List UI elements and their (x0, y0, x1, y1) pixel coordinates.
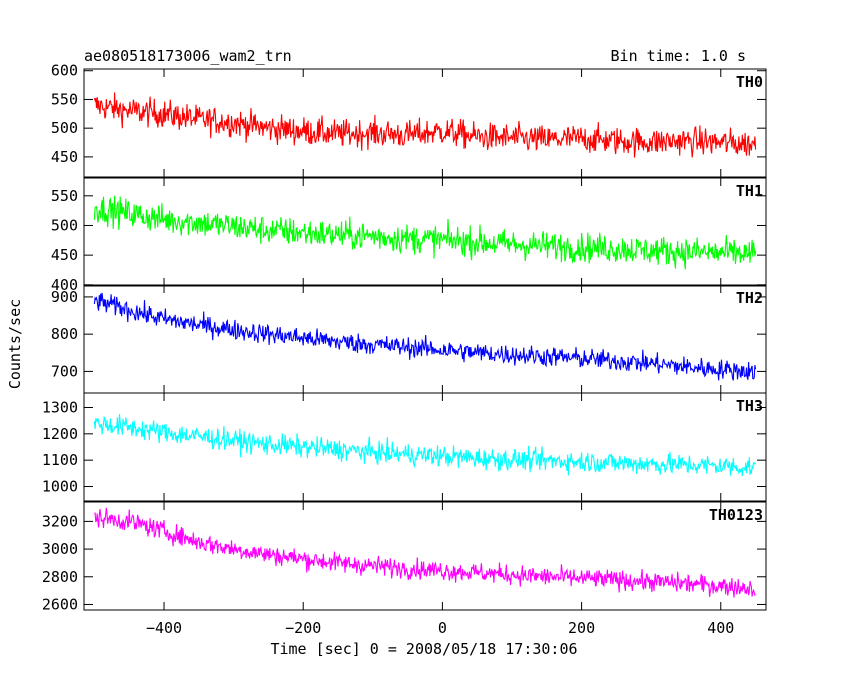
panel-th2: 700 800 900 TH2 (51, 284, 767, 394)
y-tick-label: 550 (51, 187, 78, 205)
panel-th0123: 2600 2800 3000 3200 TH0123 (42, 501, 767, 613)
bin-time-label: Bin time: 1.0 s (611, 47, 746, 65)
series-line-th0123 (93, 507, 756, 598)
panel-label: TH0 (736, 73, 763, 91)
y-axis-label: Counts/sec (6, 299, 24, 389)
x-tick-label: −200 (285, 619, 321, 637)
panel-label: TH2 (736, 289, 763, 307)
y-tick-label: 3200 (42, 512, 78, 530)
y-tick-label: 2800 (42, 568, 78, 586)
panel-th0: 450 500 550 600 TH0 (51, 62, 767, 178)
y-tick-label: 1300 (42, 398, 78, 416)
panel-frame (83, 501, 767, 611)
y-tick-label: 1100 (42, 451, 78, 469)
x-axis: −400 −200 0 200 400 (146, 619, 734, 637)
panel-th1: 400 450 500 550 TH1 (51, 177, 767, 294)
series-line-th3 (93, 414, 757, 477)
y-tick-label: 1000 (42, 478, 78, 496)
y-tick-label: 500 (51, 119, 78, 137)
y-tick-label: 450 (51, 148, 78, 166)
panel-label: TH0123 (709, 506, 763, 524)
y-tick-label: 1200 (42, 425, 78, 443)
panel-frame (83, 177, 767, 287)
y-tick-label: 500 (51, 216, 78, 234)
y-tick-label: 800 (51, 325, 78, 343)
y-tick-label: 600 (51, 62, 78, 80)
y-tick-label: 450 (51, 246, 78, 264)
series-line-th2 (93, 292, 757, 381)
panel-label: TH1 (736, 182, 763, 200)
panel-th3: 1000 1100 1200 1300 TH3 (42, 392, 767, 502)
x-tick-label: −400 (146, 619, 182, 637)
x-tick-label: 200 (568, 619, 595, 637)
series-line-th1 (93, 195, 757, 270)
y-tick-label: 2600 (42, 595, 78, 613)
panel-label: TH3 (736, 397, 763, 415)
series-line-th0 (93, 92, 757, 158)
y-tick-label: 700 (51, 362, 78, 380)
y-tick-label: 400 (51, 276, 78, 294)
x-axis-label: Time [sec] 0 = 2008/05/18 17:30:06 (270, 640, 577, 658)
x-tick-label: 0 (438, 619, 447, 637)
panel-frame (83, 68, 767, 178)
plot-title: ae080518173006_wam2_trn (84, 47, 292, 65)
y-tick-label: 3000 (42, 540, 78, 558)
y-tick-label: 900 (51, 288, 78, 306)
x-tick-label: 400 (707, 619, 734, 637)
panel-frame (83, 392, 767, 502)
panels-group: 450 500 550 600 TH0 400 450 500 550 TH1 700 800 900 T… (42, 62, 767, 613)
y-tick-label: 550 (51, 90, 78, 108)
